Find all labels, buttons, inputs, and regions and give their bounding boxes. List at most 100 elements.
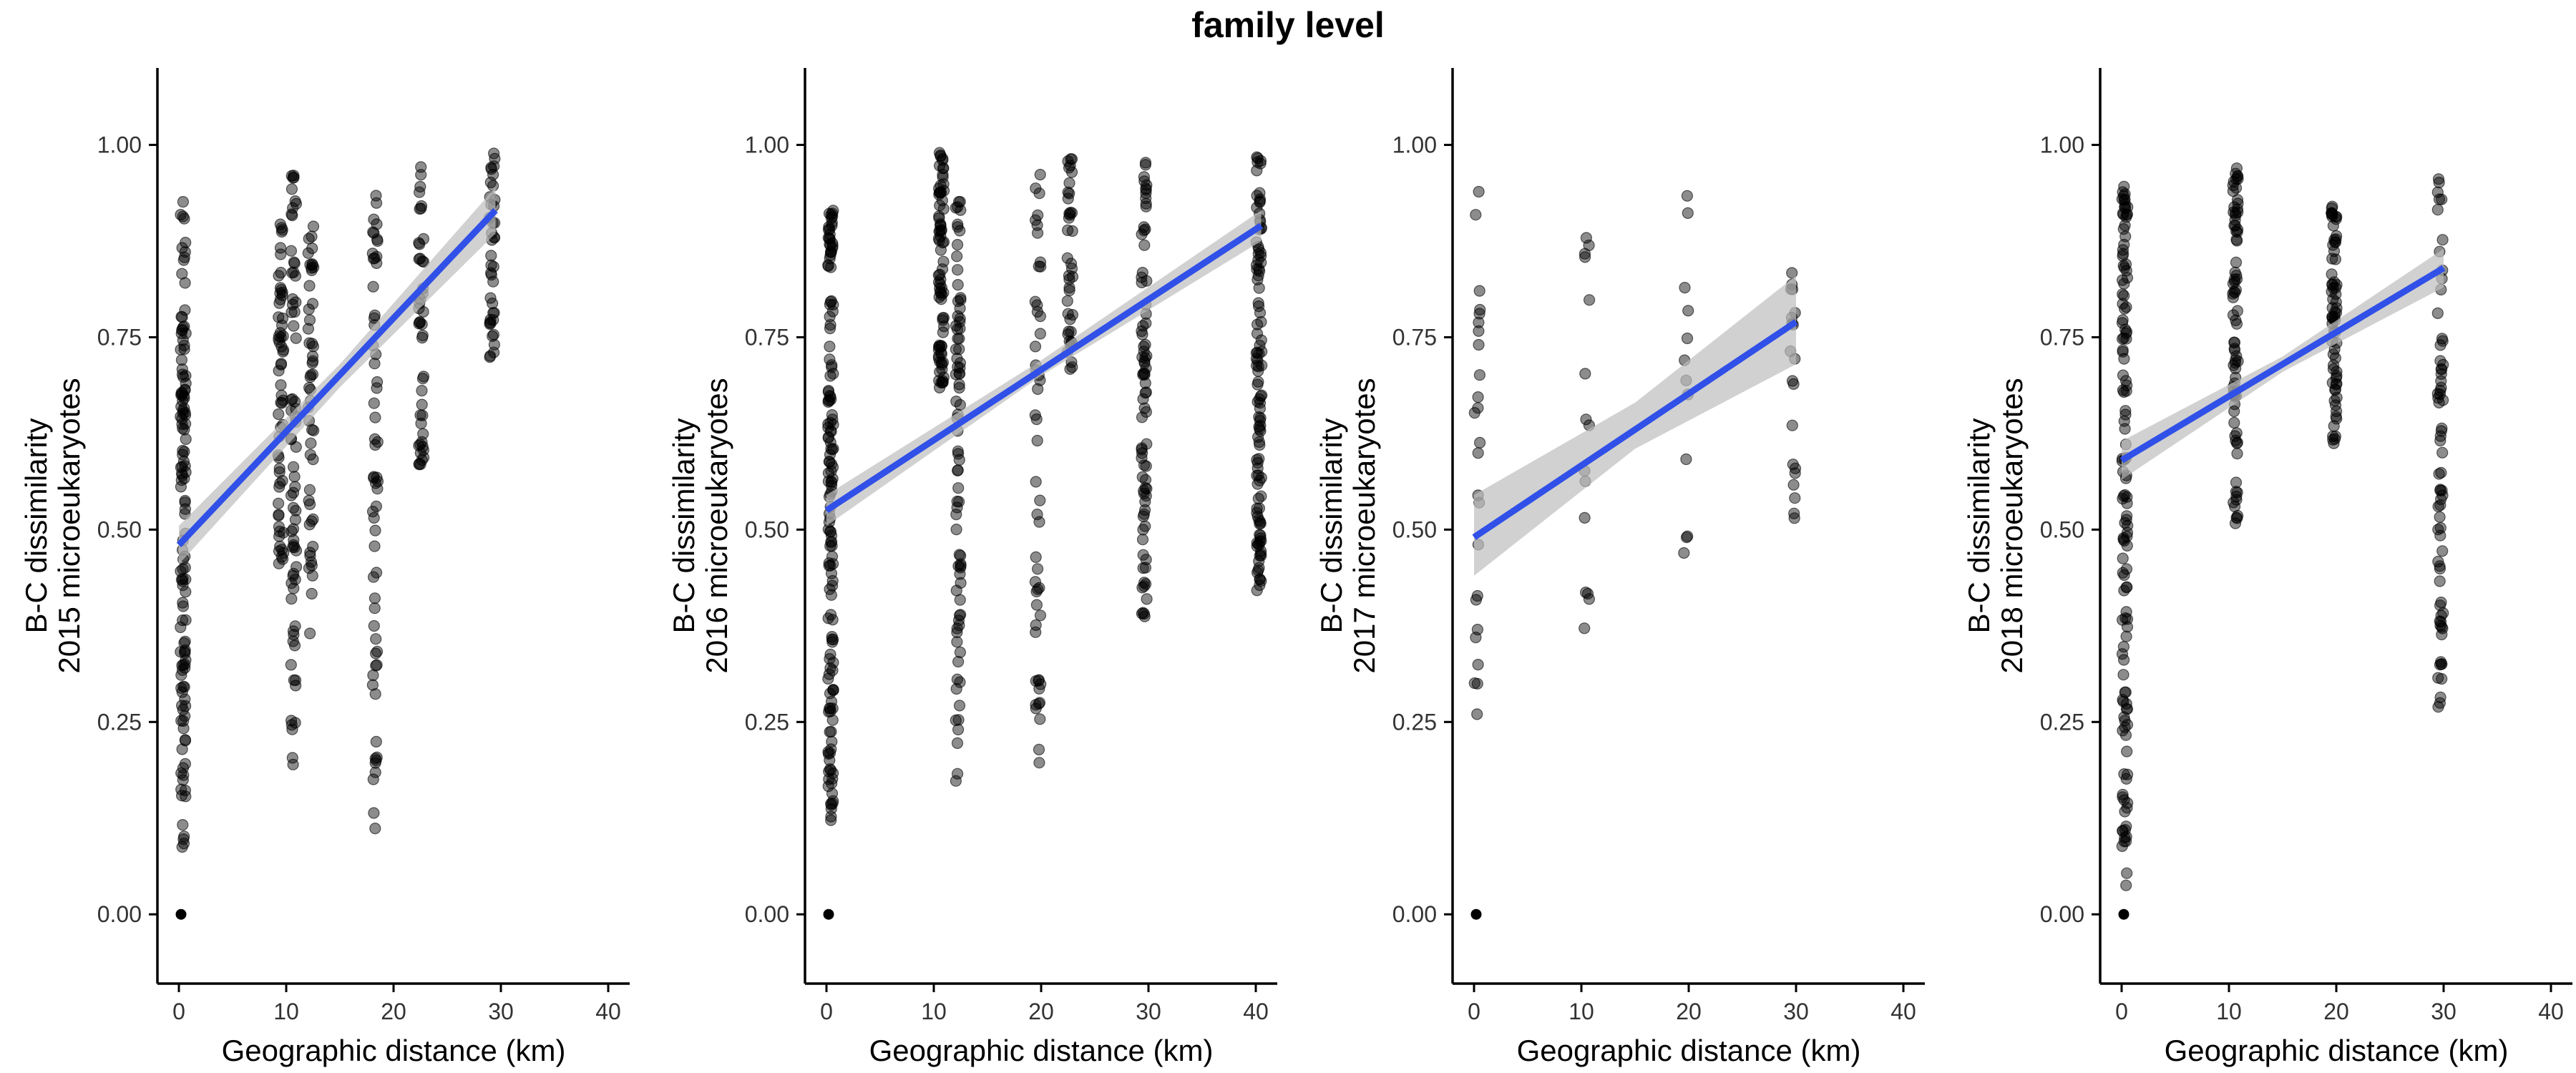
data-point [2230, 256, 2243, 268]
data-point [416, 398, 428, 411]
data-point [825, 725, 837, 738]
data-point [307, 540, 319, 553]
data-point [367, 280, 379, 293]
data-point [827, 633, 839, 646]
data-point [487, 169, 499, 181]
data-point [1065, 153, 1077, 165]
data-point [1682, 207, 1694, 219]
data-point [1137, 524, 1149, 536]
data-point [287, 635, 299, 647]
data-point [1254, 157, 1267, 170]
data-point [2434, 511, 2446, 523]
data-point [1138, 402, 1151, 414]
y-axis-label-line: 2018 microeukaryotes [1995, 378, 2029, 673]
data-point [1139, 578, 1152, 590]
data-point [369, 822, 381, 835]
data-point [303, 519, 316, 531]
x-tick-label: 30 [1783, 999, 1809, 1024]
data-point [2227, 288, 2239, 300]
data-point [175, 481, 187, 493]
y-axis-label: B-C dissimilarity2016 microeukaryotes [667, 378, 733, 673]
data-point [951, 250, 963, 263]
data-point [413, 458, 425, 471]
data-point [2436, 234, 2449, 246]
data-point [954, 594, 966, 606]
data-point [824, 340, 836, 353]
data-point [825, 479, 838, 492]
data-point [2119, 405, 2132, 417]
data-point [2119, 198, 2131, 210]
data-point [289, 514, 301, 526]
data-point [1787, 378, 1800, 391]
data-point [2118, 836, 2130, 848]
point-layer [2116, 162, 2449, 920]
data-point [822, 432, 834, 444]
data-point [1064, 363, 1076, 376]
x-tick-label: 10 [921, 999, 947, 1024]
data-point [2434, 434, 2446, 447]
data-point [413, 318, 425, 330]
data-point [2228, 336, 2240, 348]
data-point [1033, 187, 1045, 200]
data-point [1251, 318, 1264, 330]
data-point [933, 340, 946, 353]
data-point [417, 232, 430, 245]
data-point [370, 500, 383, 513]
data-point [1033, 743, 1045, 756]
data-point [1065, 258, 1078, 270]
data-point [371, 376, 384, 388]
data-point [2436, 193, 2448, 205]
y-axis-label-line: 2015 microeukaryotes [52, 378, 86, 673]
data-point [371, 382, 383, 394]
data-point [2431, 307, 2444, 319]
data-point [952, 264, 964, 276]
data-point [178, 339, 190, 352]
data-point [1136, 271, 1148, 283]
data-point [1139, 377, 1151, 389]
data-point [2118, 768, 2130, 780]
data-point [303, 484, 316, 496]
data-point [2326, 210, 2338, 222]
data-point [2431, 186, 2444, 198]
data-point [1252, 297, 1264, 309]
data-point [274, 242, 287, 254]
y-axis-label-line: B-C dissimilarity [1314, 418, 1348, 633]
data-point [177, 818, 189, 831]
data-point [2121, 510, 2133, 522]
data-point [286, 719, 298, 731]
data-point [824, 687, 836, 700]
data-point [2435, 493, 2447, 506]
data-point [287, 202, 299, 214]
data-point [368, 397, 380, 409]
y-tick-label: 1.00 [745, 132, 789, 158]
data-point [488, 338, 501, 351]
data-point [302, 247, 314, 259]
x-tick-label: 0 [2115, 999, 2128, 1024]
data-point [2117, 314, 2129, 326]
data-point [2433, 177, 2445, 189]
data-point [176, 743, 188, 755]
data-point [368, 511, 380, 524]
data-point [2228, 343, 2240, 355]
data-point [1472, 391, 1484, 403]
data-point [2119, 408, 2132, 421]
data-point [2228, 416, 2240, 429]
data-point [1251, 165, 1263, 177]
page-title: family level [1191, 5, 1385, 45]
data-point [823, 207, 836, 220]
data-point [2328, 359, 2340, 371]
data-point [1580, 232, 1592, 244]
data-point [1033, 757, 1045, 769]
data-point [1579, 622, 1591, 635]
data-point [369, 766, 381, 778]
data-point [824, 754, 836, 766]
data-point [177, 597, 189, 609]
y-tick-label: 0.75 [745, 324, 789, 350]
data-point [289, 573, 301, 586]
data-point [413, 439, 425, 452]
data-point [825, 475, 837, 488]
data-point [179, 784, 191, 797]
data-point [937, 326, 950, 338]
data-point [487, 330, 499, 342]
data-point [1579, 368, 1591, 380]
